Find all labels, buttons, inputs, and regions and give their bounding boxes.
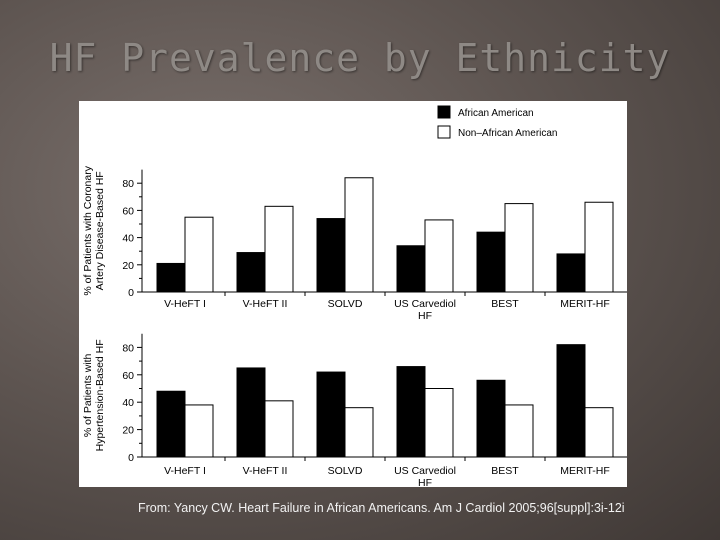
htn-bar-non-african-american (504, 404, 534, 458)
cad-bar-african-american (556, 253, 586, 293)
htn-bar-non-african-american (424, 388, 454, 458)
cad-y-tick-label: 60 (122, 205, 134, 217)
cad-category-label: SOLVD (328, 298, 363, 310)
cad-category-label: BEST (491, 298, 519, 310)
cad-bar-non-african-american (264, 205, 294, 293)
htn-category-label: V-HeFT I (164, 465, 206, 477)
chart-figure: African American Non–African American 0 20 4… (79, 101, 627, 487)
legend-label: African American (458, 108, 534, 119)
htn-y-tick-label: 40 (122, 397, 134, 409)
htn-category-label: HF (418, 477, 432, 487)
htn-y-axis-label: % of Patients with (82, 353, 94, 437)
cad-category-label: MERIT-HF (560, 298, 610, 310)
htn-category-label: US Carvediol (394, 465, 456, 477)
cad-bar-african-american (316, 218, 346, 293)
htn-bar-african-american (156, 390, 186, 458)
cad-bar-non-african-american (424, 219, 454, 293)
cad-bar-non-african-american (184, 216, 214, 293)
htn-bar-african-american (396, 366, 426, 458)
htn-y-tick-label: 20 (122, 425, 134, 437)
cad-bar-african-american (476, 231, 506, 293)
htn-bar-african-american (556, 344, 586, 458)
citation-text: From: Yancy CW. Heart Failure in African… (138, 501, 625, 515)
cad-y-tick-label: 0 (128, 287, 134, 299)
chart-canvas: African American Non–African American 0 20 4… (82, 105, 627, 487)
htn-y-tick-label: 0 (128, 452, 134, 464)
cad-bar-african-american (396, 245, 426, 293)
cad-category-label: US Carvediol (394, 298, 456, 310)
htn-category-label: BEST (491, 465, 519, 477)
cad-y-tick-label: 80 (122, 178, 134, 190)
htn-bar-non-african-american (184, 404, 214, 458)
htn-bar-non-african-american (584, 407, 614, 458)
cad-y-tick-label: 20 (122, 260, 134, 272)
cad-category-label: V-HeFT I (164, 298, 206, 310)
htn-category-label: V-HeFT II (243, 465, 288, 477)
legend-swatch-non-african-american (437, 125, 451, 139)
htn-bar-african-american (476, 379, 506, 458)
legend-swatch-african-american (437, 105, 451, 119)
cad-bar-non-african-american (584, 201, 614, 293)
cad-bar-african-american (236, 252, 266, 293)
cad-y-axis-label: % of Patients with Coronary (82, 165, 94, 295)
htn-bar-non-african-american (344, 407, 374, 458)
htn-category-label: SOLVD (328, 465, 363, 477)
cad-y-axis-label: Artery Disease-Based HF (94, 171, 106, 290)
cad-category-label: HF (418, 310, 432, 322)
htn-bar-african-american (236, 367, 266, 458)
htn-bar-non-african-american (264, 400, 294, 458)
slide-title: HF Prevalence by Ethnicity (49, 36, 671, 80)
cad-bar-african-american (156, 262, 186, 293)
htn-y-tick-label: 80 (122, 342, 134, 354)
htn-category-label: MERIT-HF (560, 465, 610, 477)
cad-y-tick-label: 40 (122, 233, 134, 245)
cad-bar-non-african-american (344, 177, 374, 293)
cad-bar-non-african-american (504, 203, 534, 293)
cad-category-label: V-HeFT II (243, 298, 288, 310)
htn-y-axis-label: Hypertension-Based HF (94, 339, 106, 451)
htn-y-tick-label: 60 (122, 370, 134, 382)
htn-bar-african-american (316, 371, 346, 458)
legend-label: Non–African American (458, 128, 558, 139)
